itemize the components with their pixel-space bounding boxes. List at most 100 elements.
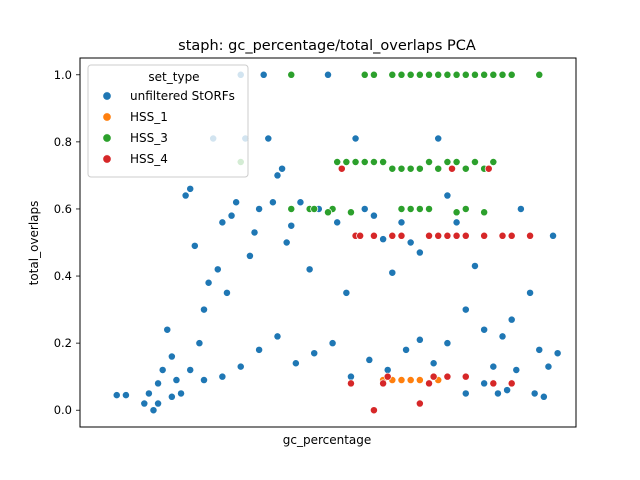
legend-title: set_type <box>148 70 199 84</box>
data-point-hss-3-32 <box>287 70 296 79</box>
data-point-hss-3-30 <box>324 208 332 217</box>
data-point-hss-3-26 <box>425 204 433 213</box>
data-point-hss-4-16 <box>507 231 516 240</box>
data-point-unfiltered-storfs-20 <box>223 288 231 297</box>
data-point-unfiltered-storfs-81 <box>291 359 300 368</box>
data-point-unfiltered-storfs-50 <box>434 134 443 143</box>
data-point-hss-3-29 <box>480 208 489 217</box>
data-point-hss-3-15 <box>425 158 433 166</box>
data-point-hss-4-14 <box>448 164 456 173</box>
data-point-unfiltered-storfs-69 <box>493 389 502 398</box>
data-point-hss-4-26 <box>489 379 498 388</box>
legend-label-unfiltered-storfs: unfiltered StORFs <box>130 89 235 103</box>
data-point-unfiltered-storfs-57 <box>498 332 507 341</box>
data-point-hss-3-49 <box>535 70 544 79</box>
legend-label-hss-1: HSS_1 <box>130 110 168 124</box>
legend-marker-hss-4 <box>102 154 112 164</box>
data-point-unfiltered-storfs-45 <box>388 268 397 277</box>
data-point-unfiltered-storfs-19 <box>218 218 227 227</box>
data-point-hss-4-24 <box>443 372 452 381</box>
legend-marker-hss-3 <box>102 133 112 143</box>
data-point-hss-4-18 <box>369 406 378 415</box>
y-tick-label-1: 0.2 <box>54 336 72 350</box>
data-point-unfiltered-storfs-48 <box>415 248 424 257</box>
data-point-unfiltered-storfs-1 <box>121 391 130 400</box>
data-point-hss-3-35 <box>388 70 397 79</box>
plot-points <box>112 70 562 415</box>
data-point-hss-3-33 <box>360 70 369 79</box>
data-point-unfiltered-storfs-80 <box>310 349 319 358</box>
data-point-hss-3-11 <box>388 164 397 173</box>
data-point-unfiltered-storfs-61 <box>535 345 544 354</box>
data-point-hss-4-13 <box>526 231 535 240</box>
data-point-unfiltered-storfs-7 <box>163 325 172 334</box>
data-point-unfiltered-storfs-5 <box>154 379 163 388</box>
data-point-unfiltered-storfs-14 <box>195 339 204 348</box>
data-point-unfiltered-storfs-36 <box>305 265 314 274</box>
data-point-hss-3-40 <box>434 70 443 79</box>
data-point-unfiltered-storfs-71 <box>461 389 470 398</box>
data-point-unfiltered-storfs-76 <box>383 366 392 374</box>
data-point-hss-1-2 <box>397 376 406 384</box>
data-point-unfiltered-storfs-35 <box>296 198 305 207</box>
data-point-hss-4-12 <box>498 231 507 240</box>
chart-title: staph: gc_percentage/total_overlaps PCA <box>178 38 476 54</box>
data-point-hss-4-7 <box>434 231 443 240</box>
data-point-unfiltered-storfs-44 <box>379 235 388 244</box>
data-point-unfiltered-storfs-11 <box>181 191 190 200</box>
data-point-unfiltered-storfs-56 <box>489 362 498 371</box>
data-point-unfiltered-storfs-88 <box>167 392 176 401</box>
data-point-hss-4-23 <box>429 372 438 381</box>
data-point-hss-3-17 <box>443 158 452 166</box>
data-point-unfiltered-storfs-26 <box>250 228 259 237</box>
legend-label-hss-4: HSS_4 <box>130 152 168 166</box>
data-point-unfiltered-storfs-83 <box>255 345 264 354</box>
y-tick-label-3: 0.6 <box>54 202 72 216</box>
data-point-unfiltered-storfs-75 <box>402 345 411 354</box>
data-point-unfiltered-storfs-16 <box>204 278 213 287</box>
data-point-hss-4-15 <box>484 164 493 173</box>
data-point-hss-3-38 <box>415 70 424 79</box>
data-point-hss-4-21 <box>415 399 424 408</box>
data-point-hss-3-13 <box>406 164 415 173</box>
data-point-hss-3-47 <box>498 70 507 79</box>
data-point-hss-1-4 <box>415 376 424 384</box>
data-point-hss-3-10 <box>379 158 388 166</box>
data-point-hss-4-17 <box>347 379 355 388</box>
data-point-hss-4-22 <box>425 379 433 388</box>
data-point-unfiltered-storfs-79 <box>328 339 337 348</box>
data-point-unfiltered-storfs-87 <box>186 366 195 374</box>
data-point-hss-4-19 <box>379 379 388 388</box>
data-point-unfiltered-storfs-42 <box>360 204 369 213</box>
data-point-unfiltered-storfs-70 <box>480 379 489 388</box>
data-point-unfiltered-storfs-4 <box>149 406 158 415</box>
data-point-unfiltered-storfs-85 <box>218 372 227 381</box>
data-point-hss-3-20 <box>471 158 479 166</box>
y-tick-label-5: 1.0 <box>54 68 72 82</box>
data-point-hss-4-6 <box>425 231 433 240</box>
data-point-unfiltered-storfs-89 <box>154 399 163 408</box>
data-point-unfiltered-storfs-58 <box>507 315 516 324</box>
data-point-hss-4-10 <box>461 231 470 240</box>
data-point-hss-3-3 <box>310 204 319 213</box>
legend-marker-unfiltered-storfs <box>102 91 112 101</box>
data-point-unfiltered-storfs-3 <box>144 389 153 398</box>
y-tick-label-2: 0.4 <box>54 269 72 283</box>
data-point-unfiltered-storfs-65 <box>553 349 562 358</box>
data-point-unfiltered-storfs-86 <box>200 376 208 384</box>
data-point-hss-4-11 <box>480 231 489 240</box>
data-point-unfiltered-storfs-43 <box>369 211 378 220</box>
data-point-unfiltered-storfs-18 <box>213 265 222 274</box>
data-point-unfiltered-storfs-68 <box>503 386 512 395</box>
data-point-unfiltered-storfs-22 <box>232 198 241 207</box>
data-point-unfiltered-storfs-55 <box>480 325 489 334</box>
data-point-hss-3-16 <box>434 164 443 173</box>
data-point-unfiltered-storfs-77 <box>365 355 374 364</box>
data-point-hss-4-4 <box>388 231 397 240</box>
data-point-unfiltered-storfs-46 <box>397 218 406 227</box>
data-point-hss-3-36 <box>397 70 406 79</box>
data-point-hss-3-9 <box>369 158 378 166</box>
data-point-unfiltered-storfs-40 <box>342 288 351 297</box>
data-point-unfiltered-storfs-63 <box>544 362 553 371</box>
